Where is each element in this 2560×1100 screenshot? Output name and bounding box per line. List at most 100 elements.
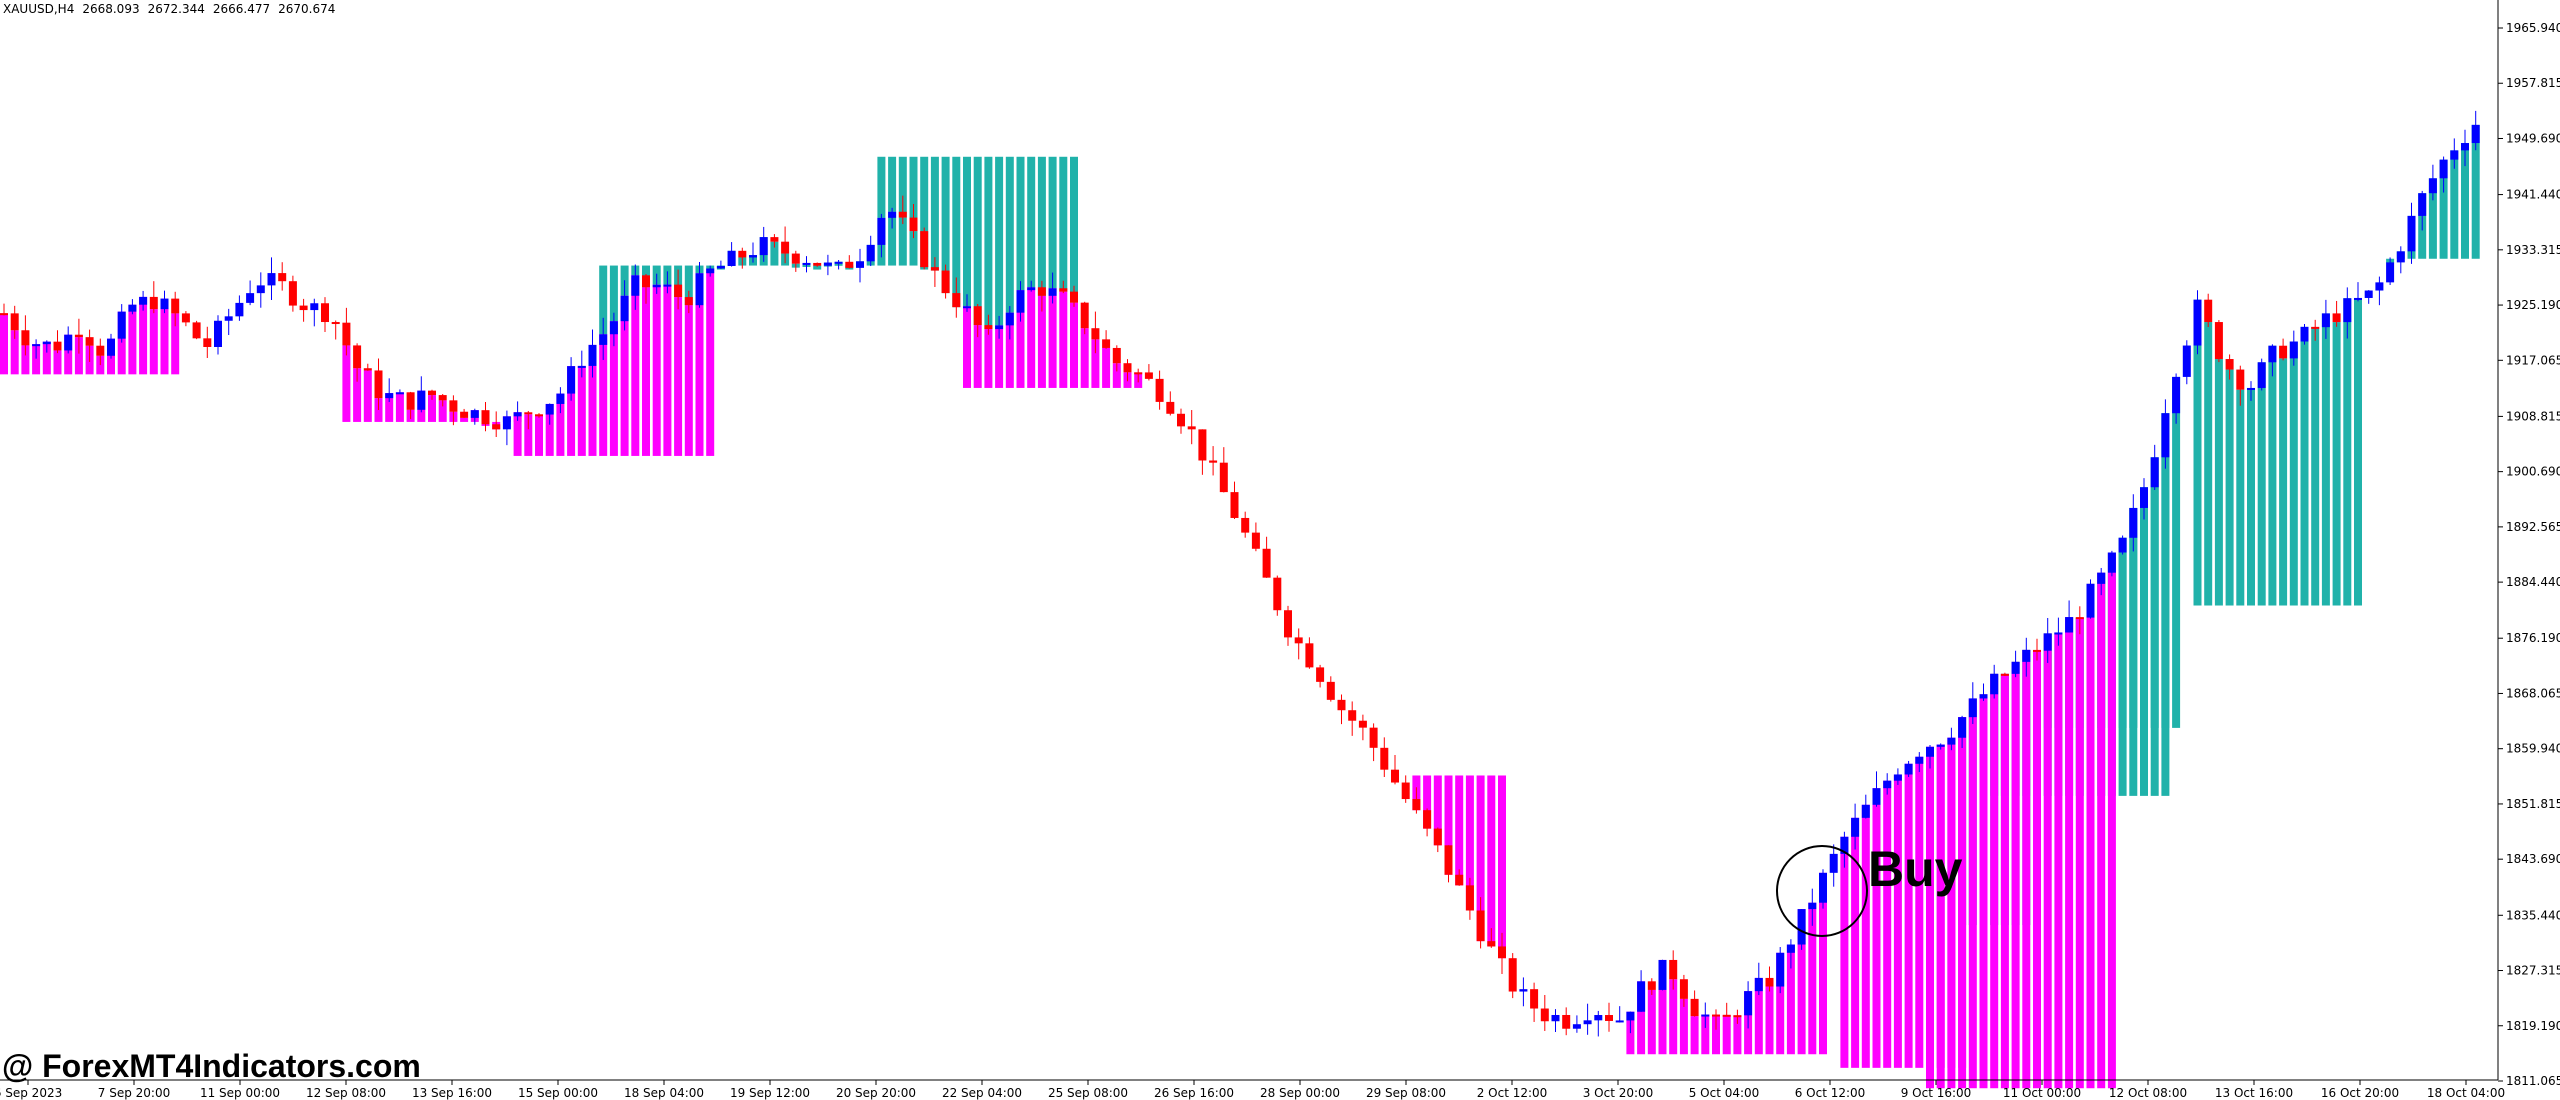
candle-body (1476, 910, 1485, 942)
candle-body (224, 316, 233, 321)
symbol-label: XAUUSD,H4 (3, 2, 75, 16)
indicator-down-bar (1851, 817, 1860, 1068)
candle-body (2407, 215, 2416, 252)
candle-body (1005, 312, 1014, 326)
indicator-down-bar (556, 393, 565, 456)
candle-body (2364, 290, 2373, 298)
indicator-up-bar (2172, 376, 2181, 728)
indicator-down-bar (353, 368, 362, 422)
candle-body (1840, 836, 1849, 854)
candle-body (96, 345, 105, 356)
candle-body (1936, 744, 1945, 747)
candle-body (1166, 401, 1175, 414)
indicator-up-bar (2247, 387, 2255, 606)
indicator-down-bar (1455, 775, 1464, 886)
candle-body (2471, 124, 2480, 144)
time-tick-label: 16 Oct 20:00 (2321, 1086, 2399, 1100)
price-tick-label: 1851.815 (2506, 797, 2560, 811)
candle-body (171, 298, 180, 314)
indicator-up-bar (2161, 413, 2170, 728)
candle-body (567, 366, 576, 394)
time-tick-label: 26 Sep 16:00 (1154, 1086, 1234, 1100)
indicator-down-bar (1498, 775, 1506, 959)
buy-signal-label: Buy (1868, 841, 1963, 897)
candle-body (1305, 643, 1314, 668)
indicator-up-bar (995, 156, 1004, 326)
indicator-up-bar (684, 265, 693, 306)
time-tick-label: 6 Oct 12:00 (1795, 1086, 1866, 1100)
indicator-up-bar (2332, 322, 2341, 606)
candle-body (1733, 1015, 1742, 1018)
candle-body (2461, 143, 2469, 151)
price-tick-label: 1941.440 (2506, 188, 2560, 202)
indicator-up-bar (2225, 369, 2234, 606)
candle-body (1915, 756, 1924, 764)
time-tick-label: 11 Oct 00:00 (2003, 1086, 2081, 1100)
candle-body (1861, 804, 1870, 818)
candle-body (2236, 369, 2245, 390)
buy-signal-circle (1776, 845, 1868, 937)
price-tick-label: 1917.065 (2506, 353, 2560, 367)
candle-body (1669, 959, 1678, 980)
candle-body (2172, 376, 2181, 414)
candle-body (2439, 159, 2448, 179)
candle-body (1540, 1008, 1549, 1022)
indicator-down-bar (1754, 977, 1763, 1055)
candle-body (460, 411, 469, 418)
candle-body (2097, 572, 2106, 584)
indicator-down-bar (1883, 780, 1892, 1068)
indicator-up-bar (2118, 537, 2127, 728)
indicator-up-bar (2343, 298, 2352, 606)
indicator-down-bar (973, 325, 982, 388)
indicator-down-bar (385, 393, 394, 422)
candle-body (1241, 517, 1250, 533)
candle-body (791, 253, 800, 264)
candle-body (428, 390, 436, 396)
candle-body (107, 338, 115, 356)
indicator-down-bar (631, 275, 640, 456)
indicator-up-bar (770, 241, 779, 266)
time-tick-label: 11 Sep 00:00 (200, 1086, 280, 1100)
indicator-down-bar (74, 337, 83, 375)
candle-body (502, 416, 511, 430)
indicator-down-bar (2107, 552, 2116, 1089)
watermark-text: @ ForexMT4Indicators.com (2, 1048, 421, 1084)
indicator-up-bar (2354, 297, 2362, 606)
indicator-down-bar (1048, 288, 1057, 388)
candle-body (727, 250, 736, 266)
candle-body (1080, 302, 1089, 329)
indicator-down-bar (1904, 763, 1913, 1068)
candle-body (1701, 1014, 1710, 1017)
indicator-down-bar (2033, 650, 2041, 1089)
price-tick-label: 1827.315 (2506, 964, 2560, 978)
time-tick-label: 6 Sep 2023 (0, 1086, 62, 1100)
candle-body (1134, 372, 1143, 375)
indicator-down-bar (32, 344, 41, 375)
indicator-up-bar (1016, 156, 1025, 291)
candle-body (2289, 341, 2298, 359)
indicator-down-bar (139, 296, 148, 375)
price-tick-label: 1925.190 (2506, 298, 2560, 312)
candle-body (2418, 193, 2427, 216)
price-tick-label: 1949.690 (2506, 131, 2560, 145)
time-tick-label: 18 Oct 04:00 (2427, 1086, 2505, 1100)
indicator-up-bar (2129, 507, 2138, 728)
symbol-header: XAUUSD,H4 2668.093 2672.344 2666.477 2670.67… (3, 2, 343, 16)
candle-body (2321, 313, 2330, 328)
indicator-up-bar (888, 156, 897, 212)
candle-body (181, 313, 190, 323)
indicator-up-bar (1037, 156, 1046, 296)
indicator-down-bar (160, 298, 169, 375)
indicator-down-bar (599, 334, 608, 456)
candle-body (1819, 872, 1827, 903)
candle-body (310, 303, 319, 311)
candle-body (1626, 1011, 1635, 1021)
candle-body (1926, 746, 1934, 757)
price-tick-label: 1957.815 (2506, 76, 2560, 90)
candle-body (395, 392, 404, 395)
candle-body (1465, 885, 1474, 911)
indicator-down-bar (1005, 312, 1014, 388)
time-tick-label: 5 Oct 04:00 (1689, 1086, 1760, 1100)
time-tick-label: 22 Sep 04:00 (942, 1086, 1022, 1100)
